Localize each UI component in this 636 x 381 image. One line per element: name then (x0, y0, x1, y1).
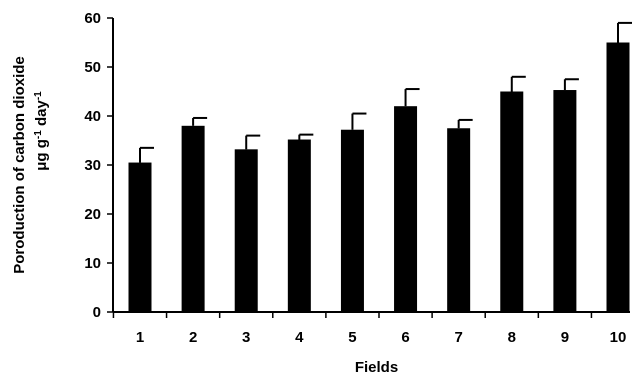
y-tick-label: 30 (84, 157, 101, 174)
x-tick-label: 8 (508, 329, 516, 346)
bar-field-6 (394, 106, 418, 312)
y-axis-title-line2: μg g-1 day-1 (33, 91, 51, 171)
bar-field-2 (181, 125, 205, 312)
x-tick-label: 2 (189, 329, 197, 346)
bar-field-3 (234, 149, 258, 312)
x-tick-label: 7 (454, 329, 462, 346)
y-unit-part: day (33, 99, 50, 130)
error-bars (139, 21, 632, 163)
y-tick-label: 40 (84, 108, 101, 125)
x-tick-label: 4 (295, 329, 304, 346)
y-unit-exponent: -1 (33, 130, 44, 139)
bar-field-4 (287, 139, 311, 312)
x-axis-title: Fields (355, 359, 398, 376)
bar-field-8 (500, 91, 524, 312)
y-tick-label: 20 (84, 206, 101, 223)
x-tick-label: 6 (401, 329, 409, 346)
bar-field-1 (128, 162, 152, 312)
bar-field-7 (447, 128, 471, 312)
x-axis-ticks: 1 2 3 4 5 6 7 8 9 10 (112, 312, 627, 346)
y-axis-ticks: 0 10 20 30 40 50 60 (84, 10, 113, 321)
bar-field-9 (553, 90, 577, 312)
bar-field-5 (340, 129, 364, 312)
bars (128, 42, 630, 312)
y-tick-label: 10 (84, 255, 101, 272)
y-axis-title: Poroduction of carbon dioxide μg g-1 day… (11, 56, 50, 274)
x-tick-label: 5 (348, 329, 356, 346)
x-tick-label: 1 (136, 329, 144, 346)
x-tick-label: 9 (561, 329, 569, 346)
x-tick-label: 3 (242, 329, 250, 346)
y-tick-label: 50 (84, 59, 101, 76)
bar-field-10 (606, 42, 630, 312)
y-unit-exponent: -1 (33, 91, 44, 100)
y-unit-part: μg g (33, 139, 50, 171)
y-axis-title-line1: Poroduction of carbon dioxide (11, 56, 28, 274)
y-tick-label: 60 (84, 10, 101, 27)
y-tick-label: 0 (93, 304, 101, 321)
x-tick-label: 10 (610, 329, 627, 346)
